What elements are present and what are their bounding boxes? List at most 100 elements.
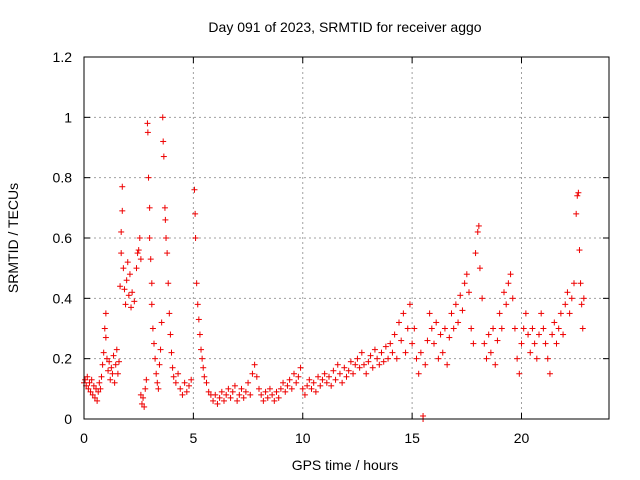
data-point [194, 301, 201, 308]
data-point [137, 256, 144, 263]
data-point [382, 343, 389, 350]
data-point [474, 228, 481, 235]
data-point [136, 235, 143, 241]
data-point [396, 319, 402, 326]
data-point [306, 376, 313, 383]
data-point [275, 394, 282, 401]
data-point [492, 361, 499, 368]
data-point [210, 397, 217, 404]
data-point [339, 379, 346, 386]
data-point [496, 310, 503, 317]
data-point [181, 379, 188, 386]
data-point [540, 325, 547, 332]
data-point [146, 204, 153, 211]
data-point [323, 379, 330, 386]
data-point [393, 355, 400, 362]
data-point [406, 301, 413, 308]
data-point [549, 331, 556, 338]
data-point [85, 385, 92, 392]
y-tick-label: 0.6 [53, 230, 73, 246]
data-point [193, 280, 200, 287]
data-point [475, 222, 482, 229]
data-point [527, 349, 534, 356]
data-point [291, 370, 297, 377]
data-point [138, 400, 145, 407]
data-point [151, 340, 157, 347]
data-point [221, 397, 227, 404]
data-point [490, 325, 497, 332]
data-point [531, 340, 538, 347]
data-point [356, 364, 363, 371]
data-point [578, 301, 585, 308]
data-point [433, 319, 440, 326]
data-point [253, 373, 260, 380]
data-point [123, 277, 130, 284]
data-point [269, 391, 276, 398]
x-tick-labels: 0 5 10 15 20 [80, 430, 529, 446]
data-point [560, 331, 567, 338]
data-point [574, 192, 581, 199]
data-point [277, 385, 284, 392]
data-point [518, 340, 525, 347]
data-point [450, 325, 457, 332]
data-point [385, 355, 392, 362]
data-point [153, 370, 160, 377]
x-tick-label: 5 [189, 430, 197, 446]
data-point [293, 379, 300, 386]
data-point [223, 391, 230, 398]
data-point [156, 361, 163, 368]
data-point [245, 379, 252, 386]
data-point [326, 373, 332, 380]
data-point [317, 382, 324, 389]
data-point [100, 349, 107, 356]
data-point [205, 388, 212, 395]
data-point [577, 280, 584, 287]
data-point [376, 361, 383, 368]
data-point [198, 346, 205, 353]
data-point [256, 385, 262, 392]
data-point [258, 391, 265, 398]
data-point [573, 210, 580, 217]
data-point [369, 364, 376, 371]
data-point [297, 364, 304, 371]
data-point [347, 358, 354, 365]
data-point [457, 292, 464, 299]
data-point [96, 379, 103, 386]
data-point [402, 349, 409, 356]
data-point [529, 325, 536, 332]
data-point [400, 310, 407, 317]
chart-title: Day 091 of 2023, SRMTID for receiver agg… [208, 19, 481, 35]
y-tick-label: 1 [64, 109, 72, 125]
data-point [424, 337, 431, 344]
data-point [551, 319, 558, 326]
data-point [249, 370, 256, 377]
data-point [126, 271, 133, 278]
data-point [520, 325, 527, 332]
data-point [140, 394, 147, 401]
data-point [441, 325, 448, 332]
data-point [144, 120, 151, 127]
data-point [162, 216, 169, 223]
data-point [415, 370, 422, 377]
data-point [114, 370, 121, 377]
data-point [315, 373, 322, 380]
data-point [358, 349, 365, 356]
data-point [102, 334, 109, 341]
data-point [341, 364, 348, 371]
data-point [145, 174, 152, 181]
data-point [501, 289, 507, 296]
data-point [343, 373, 350, 380]
data-point [231, 382, 238, 389]
data-point [282, 388, 289, 395]
data-point [336, 370, 343, 377]
data-point [428, 325, 435, 332]
data-point [154, 379, 161, 386]
data-point [487, 349, 494, 356]
data-point [84, 373, 91, 380]
data-point [321, 370, 328, 377]
data-point [483, 355, 490, 362]
data-point [485, 331, 492, 338]
data-point [120, 265, 127, 272]
data-point [200, 364, 207, 371]
data-point [505, 280, 512, 287]
